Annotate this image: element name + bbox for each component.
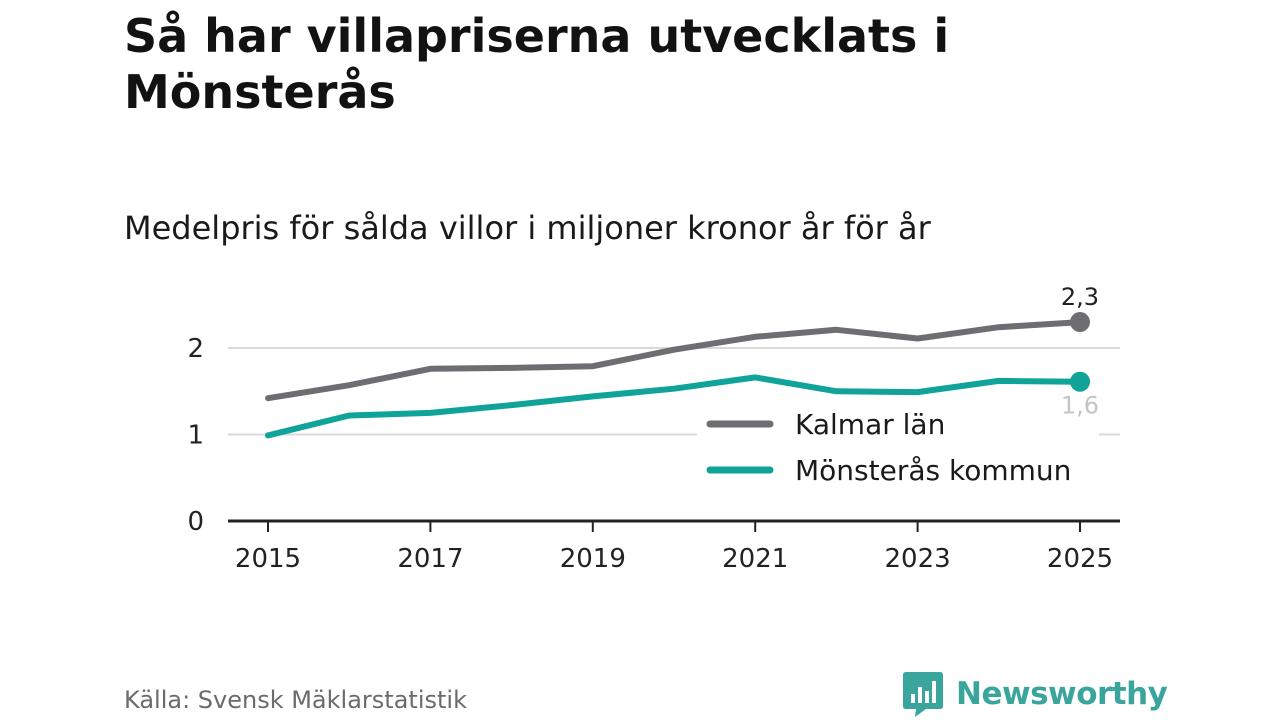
- y-tick-label-1: 1: [187, 421, 204, 451]
- chart-title: Så har villapriserna utvecklats i Mönste…: [124, 9, 950, 119]
- series-lines: [265, 319, 1083, 439]
- newsworthy-logo-icon: [903, 672, 943, 717]
- series-line-kalmar-lan: [265, 319, 1083, 402]
- end-marker-1: [1070, 371, 1090, 392]
- x-tick-label-2019: 2019: [560, 544, 626, 574]
- end-value-label-1: 1,6: [1061, 392, 1099, 420]
- brand-logo: Newsworthy: [902, 670, 1168, 718]
- x-tick-label-2015: 2015: [235, 544, 301, 574]
- legend-label-0: Kalmar län: [795, 408, 945, 441]
- y-axis-ticks: 0 1 2: [187, 334, 204, 537]
- x-tick-label-2025: 2025: [1047, 544, 1113, 574]
- end-marker-0: [1070, 312, 1090, 333]
- source-note: Källa: Svensk Mäklarstatistik: [124, 686, 467, 714]
- chart-subtitle: Medelpris för sålda villor i miljoner kr…: [124, 209, 931, 247]
- end-value-label-0: 2,3: [1061, 283, 1099, 311]
- y-tick-label-2: 2: [187, 334, 204, 364]
- series-line-monsteras-kommun: [265, 374, 1083, 439]
- end-labels: 2,3 1,6: [1061, 283, 1099, 420]
- y-tick-label-0: 0: [187, 507, 204, 537]
- x-tick-label-2023: 2023: [885, 544, 951, 574]
- legend-label-1: Mönsterås kommun: [795, 454, 1071, 487]
- x-tick-label-2021: 2021: [722, 544, 788, 574]
- legend: Kalmar län Mönsterås kommun: [697, 400, 1099, 498]
- x-tick-label-2017: 2017: [397, 544, 463, 574]
- x-axis: 2015 2017 2019 2021 2023 2025: [228, 519, 1120, 574]
- brand-name: Newsworthy: [956, 676, 1168, 712]
- legend-background: [697, 400, 1099, 498]
